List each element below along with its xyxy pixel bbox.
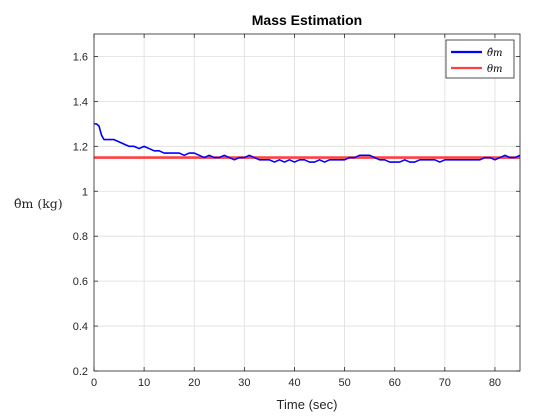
series-line-estimated-mass bbox=[94, 123, 521, 163]
y-tick-label: 0.8 bbox=[73, 231, 88, 243]
x-tick-label: 70 bbox=[439, 377, 451, 389]
x-tick-label: 30 bbox=[238, 377, 250, 389]
y-tick-label: 1.4 bbox=[73, 96, 88, 108]
y-axis-label: θ̂m (kg) bbox=[14, 196, 63, 211]
plot-area bbox=[94, 34, 520, 371]
y-tick-label: 0.4 bbox=[73, 321, 88, 333]
y-tick-label: 1 bbox=[82, 186, 88, 198]
legend-label-estimate: θ̂m bbox=[487, 48, 503, 59]
y-tick-label: 0.6 bbox=[73, 276, 88, 288]
grid-lines bbox=[93, 34, 520, 372]
series-layer bbox=[94, 123, 521, 163]
x-axis-label: Time (sec) bbox=[277, 397, 338, 412]
plot-frame bbox=[93, 33, 521, 372]
legend-box bbox=[445, 39, 515, 79]
chart-title: Mass Estimation bbox=[252, 12, 362, 28]
x-tick-label: 10 bbox=[138, 377, 150, 389]
x-tick-label: 40 bbox=[288, 377, 300, 389]
x-tick-label: 0 bbox=[91, 377, 97, 389]
x-tick-label: 50 bbox=[338, 377, 350, 389]
x-tick-label: 60 bbox=[389, 377, 401, 389]
x-tick-label: 80 bbox=[489, 377, 501, 389]
legend-label-true: θm bbox=[487, 64, 503, 75]
legend: θ̂m θm bbox=[445, 39, 515, 79]
x-tick-label: 20 bbox=[188, 377, 200, 389]
y-tick-label: 0.2 bbox=[73, 366, 88, 378]
axis-ticks: 0 10 20 30 40 50 60 70 80 0.2 0.4 0.6 0.8 1 1.2 1.4 1.6 bbox=[73, 34, 520, 389]
y-tick-label: 1.2 bbox=[73, 141, 88, 153]
y-tick-label: 1.6 bbox=[73, 51, 88, 63]
